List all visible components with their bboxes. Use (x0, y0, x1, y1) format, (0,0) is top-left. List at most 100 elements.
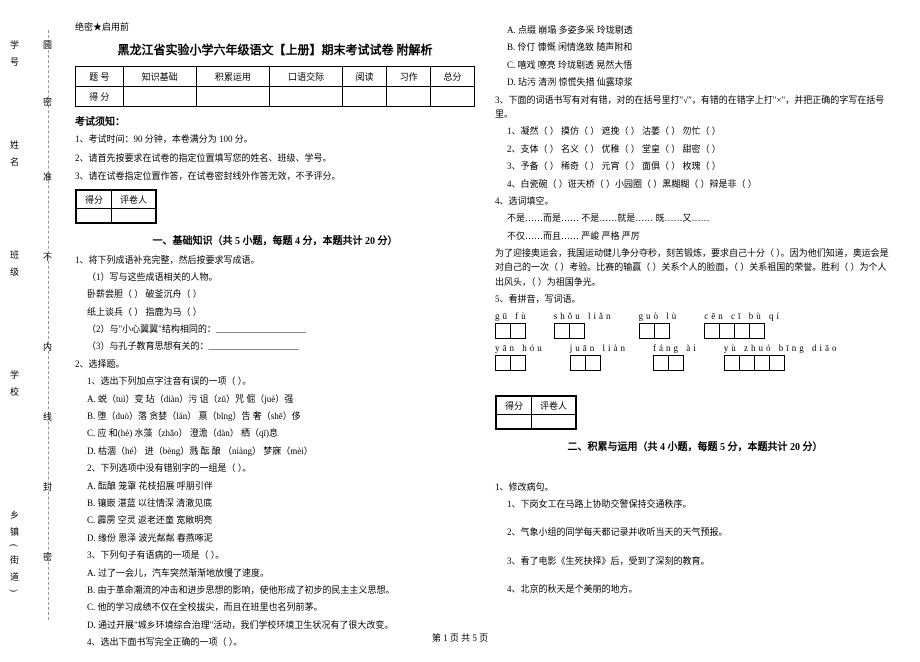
q2-c: C. 应 和(hè) 水藻（zhǎo） 澄澹（dàn） 栖（qī)息 (75, 426, 475, 440)
bind-char: 内 (43, 340, 52, 353)
bind-char: 线 (43, 410, 52, 423)
char-box (668, 355, 684, 371)
opt-b: B. 伶仃 慷慨 闲情逸致 随声附和 (495, 40, 895, 54)
th: 题 号 (76, 67, 124, 87)
pinyin-text: yān hóu (495, 343, 545, 353)
q2-stem: 2、选择题。 (75, 357, 475, 371)
char-boxes (653, 355, 699, 371)
q2-d2: D. 缘份 恩泽 波光粼粼 春燕啄泥 (75, 531, 475, 545)
notice-item: 3、请在试卷指定位置作答，在试卷密封线外作答无效，不予评分。 (75, 170, 475, 184)
q1-line: 纸上谈兵（ ） 指鹿为马（ ） (75, 305, 475, 319)
th: 积累运用 (196, 67, 269, 87)
q1-sub2: （2）与"小心翼翼"结构相同的：____________________ (75, 322, 475, 336)
section1-title: 一、基础知识（共 5 小题，每题 4 分，本题共计 20 分） (75, 232, 475, 247)
char-boxes (554, 323, 614, 339)
q1-sub1: （1）写与这些成语相关的人物。 (75, 270, 475, 284)
exam-title: 黑龙江省实验小学六年级语文【上册】期末考试试卷 附解析 (75, 41, 475, 58)
opt-c: C. 嘻戏 嘹亮 玲珑剔透 晃然大悟 (495, 58, 895, 72)
row-label: 得 分 (76, 87, 124, 107)
char-box (495, 355, 511, 371)
q5-stem: 5、看拼音，写词语。 (495, 292, 895, 306)
bind-char: 密 (43, 95, 52, 108)
bind-char: 密 (43, 550, 52, 563)
char-box (739, 355, 755, 371)
q4-stem: 4、选词填空。 (495, 194, 895, 208)
pinyin-text: cēn cī bù qí (704, 311, 782, 321)
sb-score: 得分 (497, 396, 532, 414)
char-boxes (495, 355, 545, 371)
binding-label-town: 乡镇(街道) (8, 510, 21, 600)
pinyin-group: fáng ài (653, 343, 699, 371)
q1-stem: 1、将下列成语补充完整，然后按要求写成语。 (75, 253, 475, 267)
th: 口语交际 (269, 67, 342, 87)
char-boxes (570, 355, 628, 371)
char-box (570, 355, 586, 371)
pinyin-text: gū fù (495, 311, 529, 321)
sb-grader: 评卷人 (532, 396, 576, 414)
notice-heading: 考试须知： (75, 113, 475, 128)
char-box (754, 355, 770, 371)
char-boxes (495, 323, 529, 339)
q2-b3: B. 由于革命潮流的冲击和进步思想的影响，使他形成了初步的民主主义思想。 (75, 583, 475, 597)
q3-l1: 1、凝然（ ） 摸仿（ ） 遮挽（ ） 沽萎（ ） 勿忙（ ） (495, 124, 895, 138)
char-box (654, 323, 670, 339)
pinyin-group: juān liàn (570, 343, 628, 371)
q2-s2: 2、下列选项中没有错别字的一组是（ ）。 (75, 461, 475, 475)
q2-b2: B. 镶嵌 湛蓝 以往情深 清澈见底 (75, 496, 475, 510)
char-box (510, 323, 526, 339)
q4-l2: 不仅……而且…… 严峻 严格 严厉 (495, 229, 895, 243)
char-box (639, 323, 655, 339)
pinyin-text: fáng ài (653, 343, 699, 353)
th: 总分 (431, 67, 475, 87)
th: 阅读 (343, 67, 387, 87)
bind-char: 封 (43, 480, 52, 493)
q2-d3: D. 通过开展"城乡环境综合治理"活动，我们学校环境卫生状况有了很大改变。 (75, 618, 475, 632)
q1-sub3: （3）与孔子教育思想有关的：____________________ (75, 339, 475, 353)
binding-label-id: 学号 (8, 40, 21, 74)
q2-s1: 1、选出下列加点字注音有误的一项（ ）。 (75, 374, 475, 388)
char-box (495, 323, 511, 339)
section2-title: 二、积累与运用（共 4 小题，每题 5 分，本题共计 20 分） (495, 438, 895, 453)
char-box (769, 355, 785, 371)
s2q1-l2: 2、气象小组的同学每天都记录并收听当天的天气预报。 (495, 525, 895, 539)
pinyin-text: yù zhuó bīng diāo (724, 343, 840, 353)
th: 知识基础 (123, 67, 196, 87)
pinyin-text: shǒu liǎn (554, 311, 614, 321)
pinyin-group: cēn cī bù qí (704, 311, 782, 339)
char-box (724, 355, 740, 371)
q2-d: D. 枯涸（hé） 迸（bèng）溅 酝 酿 （niàng） 梦寐（mèi） (75, 444, 475, 458)
q2-s3: 3、下列句子有语病的一项是（ ）。 (75, 548, 475, 562)
pinyin-group: yān hóu (495, 343, 545, 371)
bind-char: 准 (43, 170, 52, 183)
q2-c3: C. 他的学习成绩不仅在全校拔尖，而且在班里也名列前茅。 (75, 600, 475, 614)
char-box (554, 323, 570, 339)
score-table: 题 号 知识基础 积累运用 口语交际 阅读 习作 总分 得 分 (75, 66, 475, 107)
pinyin-group: yù zhuó bīng diāo (724, 343, 840, 371)
opt-d: D. 玷污 清洌 惊慌失措 仙露琼浆 (495, 75, 895, 89)
binding-dashed-line (48, 30, 49, 620)
opt-a: A. 点缀 崩塌 多姿多采 玲珑剔透 (495, 23, 895, 37)
q3-stem: 3、下面的词语书写有对有错，对的在括号里打"√"，有错的在错字上打"×"，并把正… (495, 93, 895, 122)
s2q1-l1: 1、下岗女工在马路上协助交警保持交通秩序。 (495, 497, 895, 511)
q1-line: 卧薪尝胆（ ） 破釜沉舟（ ） (75, 287, 475, 301)
char-boxes (724, 355, 840, 371)
pinyin-group: gū fù (495, 311, 529, 339)
q2-b: B. 堕（duò）落 贪婪（lán） 禀（bǐng）告 奢（shē）侈 (75, 409, 475, 423)
char-box (704, 323, 720, 339)
secret-label: 绝密★启用前 (75, 20, 475, 33)
sb-score: 得分 (77, 190, 112, 208)
char-box (510, 355, 526, 371)
char-boxes (639, 323, 680, 339)
q2-a2: A. 酝酿 笼罩 花枝招展 呼朋引伴 (75, 479, 475, 493)
s2q1-stem: 1、修改病句。 (495, 480, 895, 494)
left-column: 绝密★启用前 黑龙江省实验小学六年级语文【上册】期末考试试卷 附解析 题 号 知… (65, 20, 485, 652)
q2-a3: A. 过了一会儿，汽车突然渐渐地放慢了速度。 (75, 566, 475, 580)
bind-char: 圆 (43, 38, 52, 51)
q3-l4: 4、白瓷碗（ ）诳天桥（ ）小园圈（ ）黑糊糊（ ）辩是非（ ） (495, 177, 895, 191)
char-box (585, 355, 601, 371)
page-footer: 第 1 页 共 5 页 (0, 631, 920, 644)
notice-item: 1、考试时间：90 分钟，本卷满分为 100 分。 (75, 133, 475, 147)
binding-label-school: 学校 (8, 370, 21, 404)
q3-l2: 2、支体（ ） 名义（ ） 优稚（ ） 堂皇（ ） 甜密（ ） (495, 142, 895, 156)
q4-l1: 不是……而是…… 不是……就是…… 既……又…… (495, 211, 895, 225)
